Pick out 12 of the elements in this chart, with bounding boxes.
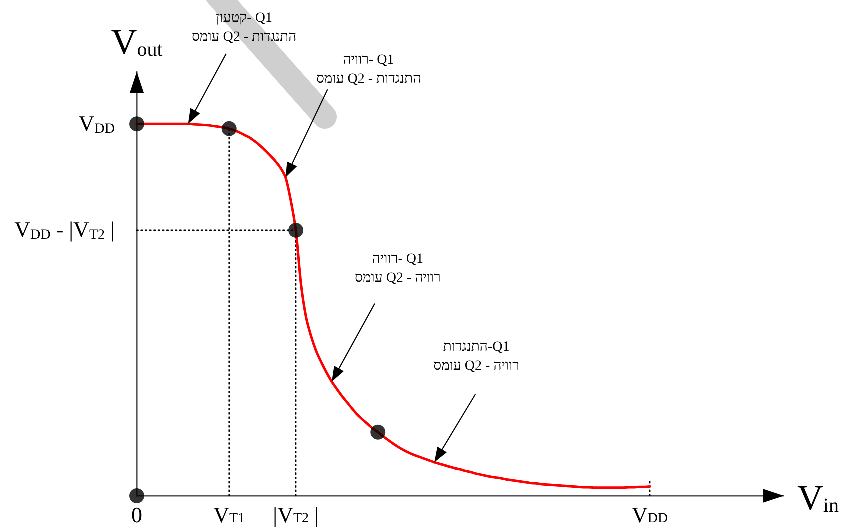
- x-tick-label: VDD: [632, 502, 668, 528]
- x-tick-label: VT1: [214, 502, 246, 528]
- y-axis-title: Vout: [111, 22, 164, 62]
- x-axis-title: Vin: [797, 478, 840, 518]
- annotation: רוויה- Q1 עומס Q2 - רוויה: [355, 250, 441, 288]
- x-tick-label: |VT2 |: [273, 502, 319, 528]
- annotation: V$_{DD}$ - |V$_{T2}$ |: [14, 217, 115, 244]
- text: רוויה- Q1 עומס Q2 - התנגדות: [316, 52, 422, 89]
- annotation: התנגדות-Q1 עומס Q2 - רוויה: [434, 338, 520, 376]
- x-tick-label: 0: [132, 502, 142, 528]
- annotation: V$_{DD}$: [78, 111, 115, 138]
- text: קטעון- Q1 עומס Q2 - התנגדות: [192, 10, 297, 48]
